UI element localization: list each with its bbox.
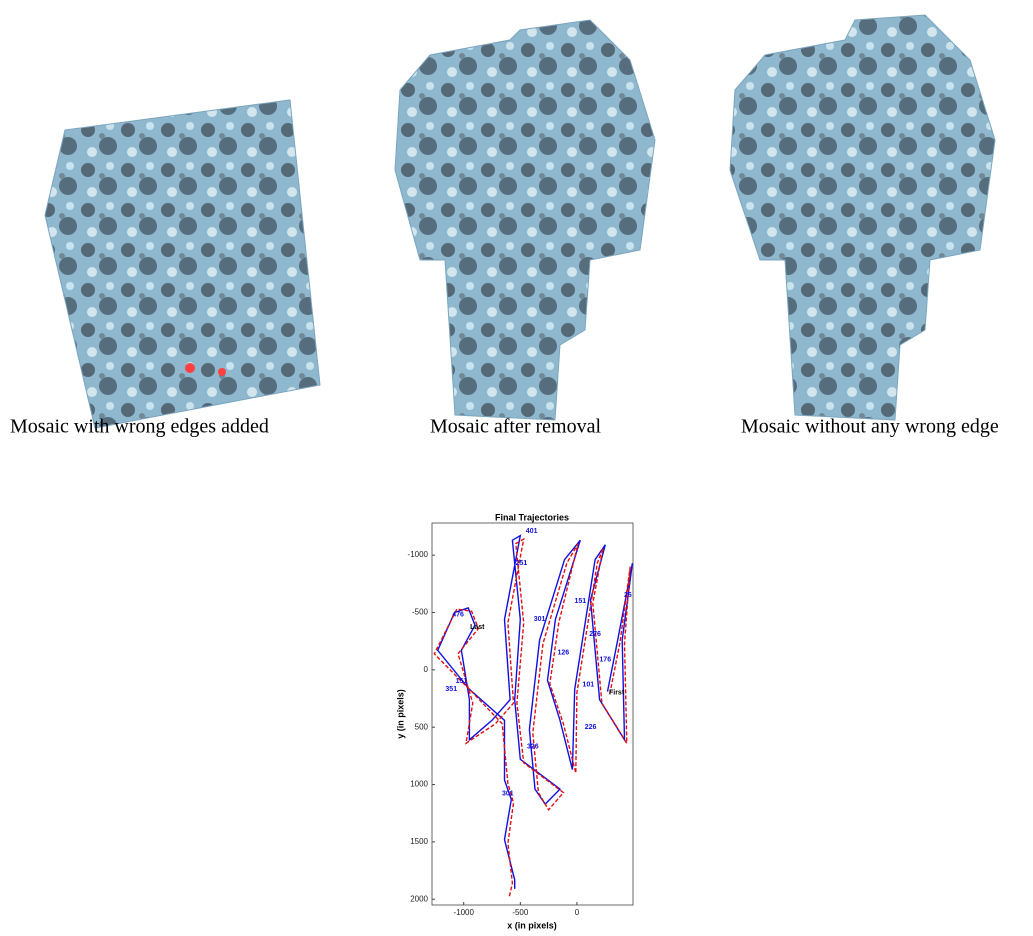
annotation: 301 — [502, 791, 514, 798]
annotation: 476 — [452, 612, 464, 619]
annotation: 26 — [624, 592, 632, 599]
trajectory-line — [436, 534, 634, 889]
x-tick-label: -500 — [512, 908, 529, 917]
y-tick-label: 1500 — [410, 837, 428, 846]
x-tick-label: 0 — [575, 908, 580, 917]
annotation: 226 — [585, 724, 597, 731]
trajectory-line — [433, 537, 631, 899]
caption: Mosaic with wrong edges added — [10, 416, 269, 438]
annotation: 251 — [516, 560, 528, 567]
x-axis-label: x (in pixels) — [507, 920, 557, 930]
annotation: 126 — [558, 649, 570, 656]
plot-frame — [431, 522, 634, 906]
caption: Mosaic without any wrong edge — [741, 416, 999, 438]
annotation: 351 — [445, 686, 457, 693]
annotation: Last — [470, 624, 485, 631]
annotation: 151 — [574, 598, 586, 605]
annotation: 276 — [589, 631, 601, 638]
annotation: 151 — [456, 678, 468, 685]
mosaic-wrong-edges — [44, 99, 321, 429]
annotation: 101 — [582, 682, 594, 689]
x-tick-label: -1000 — [453, 908, 474, 917]
annotation: First — [609, 690, 625, 697]
y-tick-label: 0 — [424, 665, 429, 674]
y-tick-label: 500 — [415, 722, 429, 731]
chart-title: Final Trajectories — [495, 512, 569, 522]
mosaic-after-removal — [394, 19, 656, 421]
trajectory-chart: Final Trajectories x (in pixels) y (in p… — [395, 512, 634, 930]
annotation: 401 — [526, 528, 538, 535]
y-tick-label: -500 — [412, 608, 429, 617]
y-tick-label: 2000 — [410, 894, 428, 903]
y-tick-label: 1000 — [410, 780, 428, 789]
y-axis-label: y (in pixels) — [395, 689, 405, 739]
annotation: 301 — [534, 616, 546, 623]
annotation: 176 — [599, 656, 611, 663]
y-tick-label: -1000 — [408, 550, 429, 559]
annotation: 326 — [527, 744, 539, 751]
caption: Mosaic after removal — [430, 416, 601, 438]
mosaic-without-wrong-edges — [729, 14, 996, 421]
